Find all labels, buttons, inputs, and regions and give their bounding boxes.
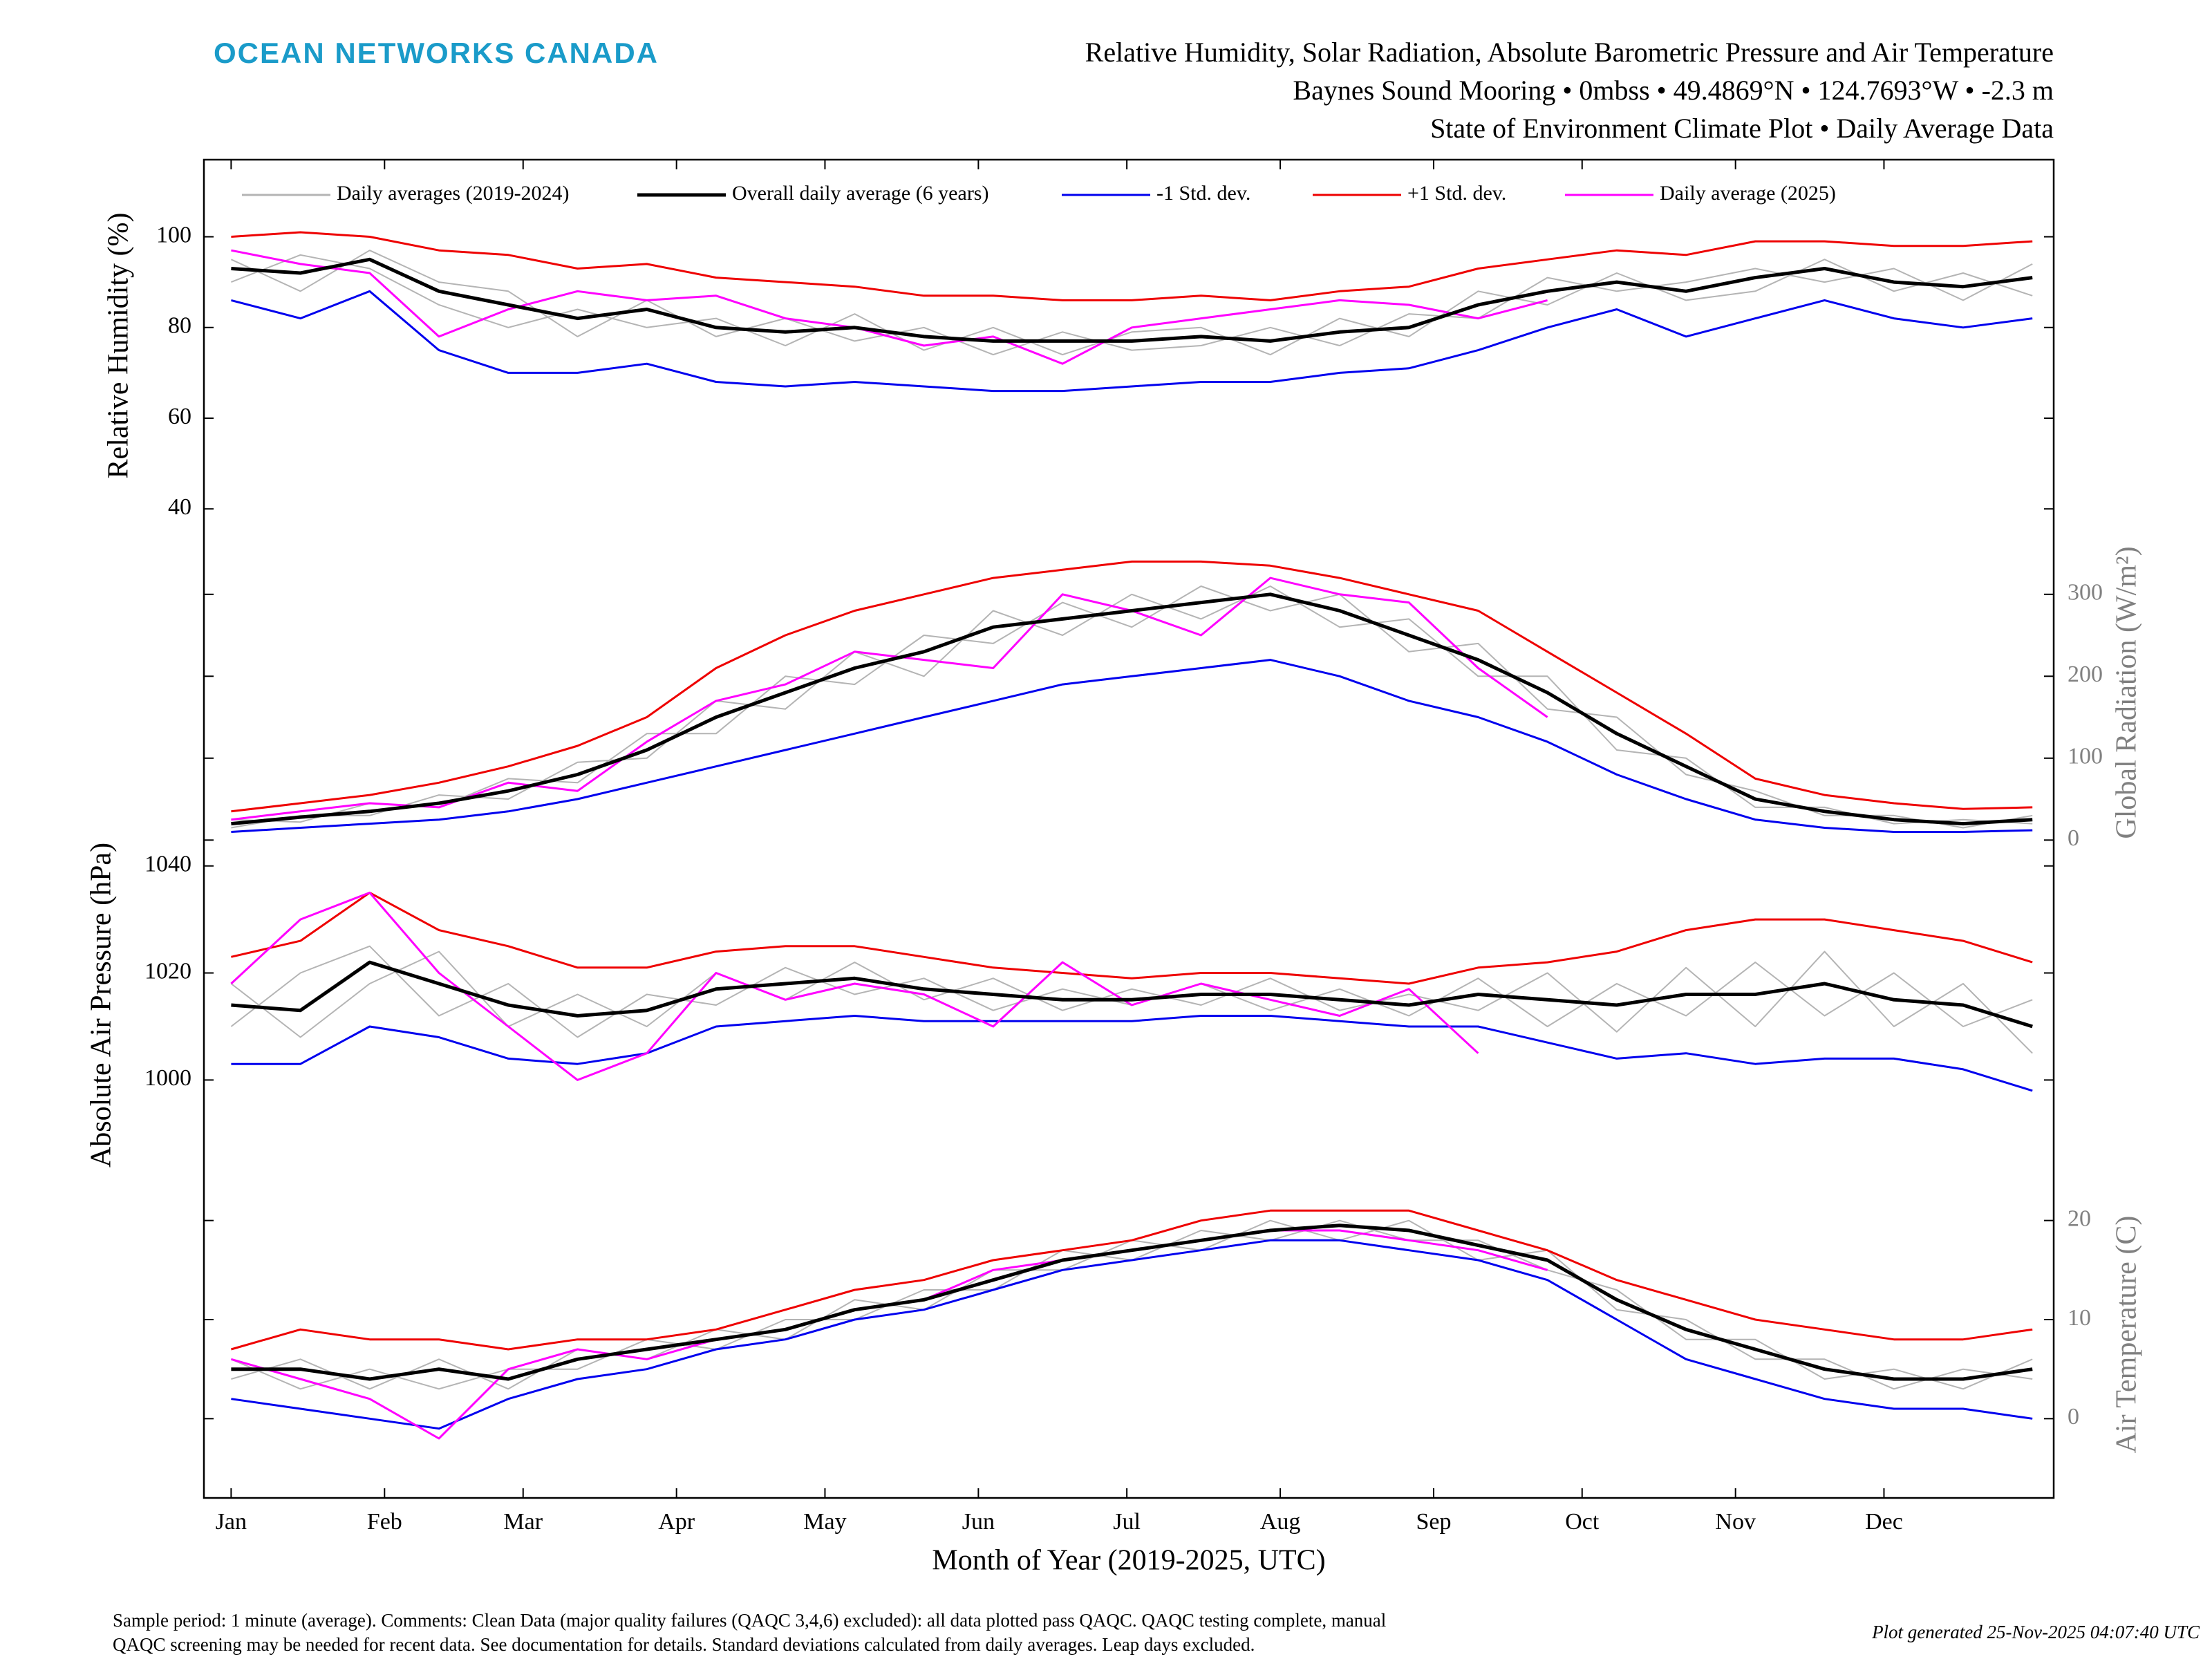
logo: OCEAN NETWORKS CANADA <box>214 37 659 69</box>
y-tick-label: 10 <box>2068 1305 2091 1331</box>
x-tick-label: Oct <box>1565 1509 1600 1535</box>
x-tick-label: Apr <box>658 1509 695 1535</box>
series-line <box>231 249 1548 365</box>
y-axis-label: Global Radiation (W/m²) <box>2111 546 2143 838</box>
series-line <box>230 1209 2033 1351</box>
footer-note: QAQC screening may be needed for recent … <box>113 1634 1255 1655</box>
x-axis-label: Month of Year (2019-2025, UTC) <box>932 1545 1325 1577</box>
y-tick-label: 200 <box>2068 662 2103 687</box>
series-line <box>230 891 1479 1081</box>
chart-title: Relative Humidity, Solar Radiation, Abso… <box>1085 37 2054 68</box>
x-tick-label: Nov <box>1715 1509 1756 1535</box>
y-tick-label: 100 <box>156 222 191 247</box>
legend-label: +1 Std. dev. <box>1407 182 1506 205</box>
legend-label: -1 Std. dev. <box>1156 182 1250 205</box>
series-line <box>231 1015 2033 1092</box>
series-line <box>231 659 2033 833</box>
y-tick-label: 60 <box>168 404 191 429</box>
y-tick-label: 300 <box>2068 580 2103 606</box>
y-axis-label: Absolute Air Pressure (hPa) <box>86 843 118 1168</box>
x-tick-label: Dec <box>1865 1509 1903 1535</box>
y-tick-label: 1040 <box>144 852 191 877</box>
series-line <box>231 254 2033 356</box>
series-line <box>231 1224 2033 1381</box>
x-tick-label: Mar <box>503 1509 543 1535</box>
y-tick-label: 1020 <box>144 958 191 984</box>
x-tick-label: Jun <box>962 1509 995 1535</box>
y-tick-label: 0 <box>2068 825 2079 851</box>
series-line <box>231 231 2033 301</box>
y-axis-label: Relative Humidity (%) <box>103 213 135 479</box>
y-axis-label: Air Temperature (C) <box>2111 1216 2143 1454</box>
series-line <box>231 960 2033 1029</box>
series-line <box>230 250 2033 356</box>
y-tick-label: 40 <box>168 494 191 520</box>
series-line <box>231 1239 2033 1430</box>
series-line <box>231 257 2033 343</box>
x-tick-label: Jul <box>1113 1509 1141 1535</box>
series-line <box>231 560 2033 813</box>
legend-label: Daily averages (2019-2024) <box>337 182 570 205</box>
x-tick-label: Sep <box>1416 1509 1451 1535</box>
x-tick-label: Aug <box>1260 1509 1301 1535</box>
series-line <box>231 577 1548 821</box>
series-line <box>231 585 2033 829</box>
series-line <box>230 950 2033 1054</box>
x-tick-label: Jan <box>216 1509 247 1535</box>
footer-note: Sample period: 1 minute (average). Comme… <box>113 1610 1386 1631</box>
y-tick-label: 100 <box>2068 744 2103 769</box>
x-tick-label: May <box>803 1509 846 1535</box>
y-tick-label: 20 <box>2068 1206 2091 1231</box>
y-tick-label: 0 <box>2068 1404 2079 1430</box>
x-tick-label: Feb <box>367 1509 402 1535</box>
plot-frame <box>203 158 2055 1499</box>
series-line <box>231 290 2033 393</box>
series-line <box>231 891 2033 985</box>
legend-label: Overall daily average (6 years) <box>732 182 988 205</box>
y-tick-label: 80 <box>168 313 191 339</box>
y-tick-label: 1000 <box>144 1065 191 1091</box>
legend-label: Daily average (2025) <box>1660 182 1836 205</box>
chart-subtitle: Baynes Sound Mooring • 0mbss • 49.4869°N… <box>1293 75 2054 106</box>
footer-generated: Plot generated 25-Nov-2025 04:07:40 UTC <box>1871 1622 2200 1642</box>
series-line <box>231 592 2033 826</box>
chart-subtitle: State of Environment Climate Plot • Dail… <box>1430 113 2054 144</box>
